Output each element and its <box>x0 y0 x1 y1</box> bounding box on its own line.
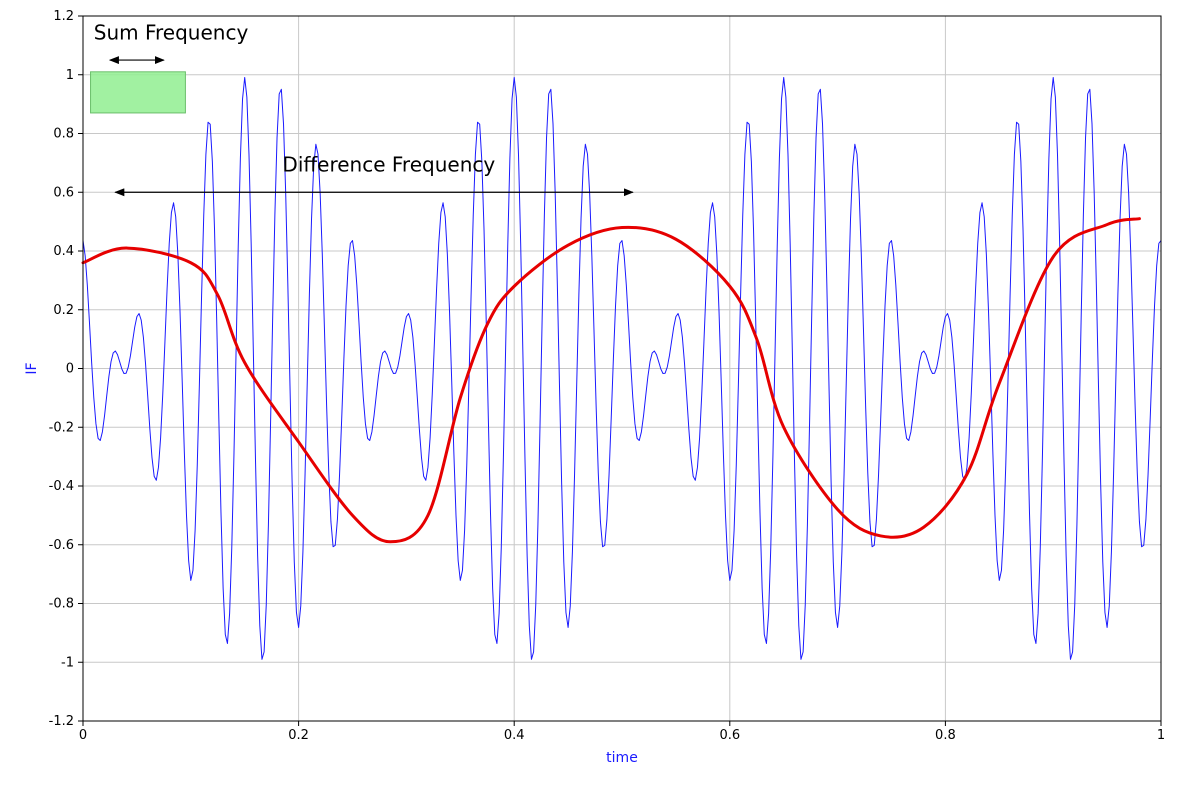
y-tick-label: 0.4 <box>53 244 74 259</box>
y-tick-label: -0.8 <box>49 597 74 612</box>
difference-frequency-label: Difference Frequency <box>282 153 495 177</box>
sum-frequency-label: Sum Frequency <box>94 21 249 45</box>
series-line-1 <box>81 217 1141 544</box>
x-tick-label: 1 <box>1157 728 1165 743</box>
y-tick-label: 0.2 <box>53 303 74 318</box>
x-tick-label: 0.2 <box>288 728 309 743</box>
highlight-layer <box>90 71 186 114</box>
y-tick-label: -1 <box>61 655 74 670</box>
series-line-0 <box>82 76 1162 660</box>
grid-layer <box>82 15 1162 722</box>
y-tick-label: 0.6 <box>53 185 74 200</box>
x-tick-label: 0.6 <box>719 728 740 743</box>
series-layer <box>81 76 1162 660</box>
y-tick-label: -0.6 <box>49 538 74 553</box>
x-tick-label: 0.8 <box>935 728 956 743</box>
y-tick-label: 0 <box>66 362 74 377</box>
annotation-layer: Sum Frequency Difference Frequency <box>94 21 634 197</box>
y-tick-label: 1 <box>66 68 74 83</box>
x-tick-label: 0 <box>79 728 87 743</box>
x-tick-label: 0.4 <box>504 728 525 743</box>
x-axis-label: time <box>606 750 638 766</box>
sum-frequency-highlight <box>90 71 186 114</box>
y-axis-label: IF <box>24 362 40 374</box>
y-tick-label: -0.4 <box>49 479 74 494</box>
x-tick-layer: 0 0.2 0.4 0.6 0.8 1 <box>79 721 1165 743</box>
y-tick-label: 0.8 <box>53 127 74 142</box>
y-tick-layer: 1.2 1 0.8 0.6 0.4 0.2 0 -0.2 -0.4 -0.6 -0.8 -1 -1.2 <box>49 9 83 729</box>
y-tick-label: 1.2 <box>53 9 74 24</box>
y-tick-label: -0.2 <box>49 420 74 435</box>
y-tick-label: -1.2 <box>49 714 74 729</box>
